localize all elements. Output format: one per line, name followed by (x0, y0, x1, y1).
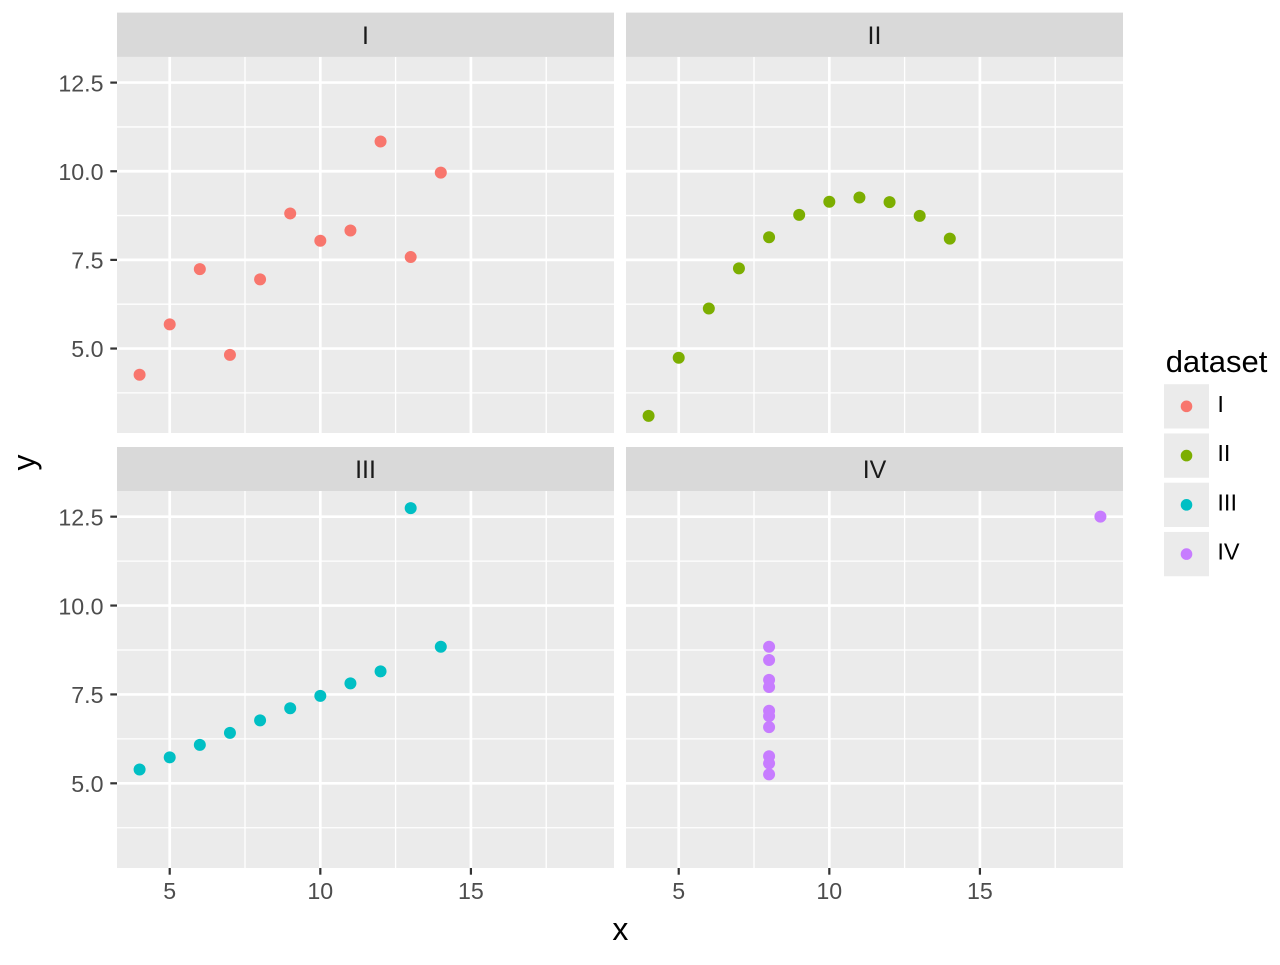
svg-text:5: 5 (163, 878, 176, 904)
svg-text:III: III (1217, 489, 1237, 515)
svg-text:dataset: dataset (1166, 344, 1268, 379)
svg-text:IV: IV (1217, 539, 1240, 565)
svg-text:y: y (6, 455, 42, 471)
svg-text:II: II (1217, 440, 1230, 466)
svg-text:III: III (355, 456, 376, 484)
svg-text:15: 15 (458, 878, 484, 904)
svg-text:7.5: 7.5 (71, 248, 103, 274)
svg-text:II: II (868, 22, 882, 50)
svg-text:I: I (362, 22, 369, 50)
svg-text:5.0: 5.0 (71, 771, 103, 797)
svg-text:I: I (1217, 391, 1224, 417)
svg-text:12.5: 12.5 (58, 70, 103, 96)
svg-text:IV: IV (863, 456, 887, 484)
svg-text:10: 10 (816, 878, 842, 904)
svg-text:5.0: 5.0 (71, 336, 103, 362)
svg-text:x: x (612, 911, 628, 947)
svg-text:7.5: 7.5 (71, 682, 103, 708)
svg-text:10.0: 10.0 (58, 593, 103, 619)
svg-text:15: 15 (967, 878, 993, 904)
svg-text:10.0: 10.0 (58, 159, 103, 185)
svg-text:12.5: 12.5 (58, 504, 103, 530)
svg-text:10: 10 (307, 878, 333, 904)
svg-text:5: 5 (672, 878, 685, 904)
